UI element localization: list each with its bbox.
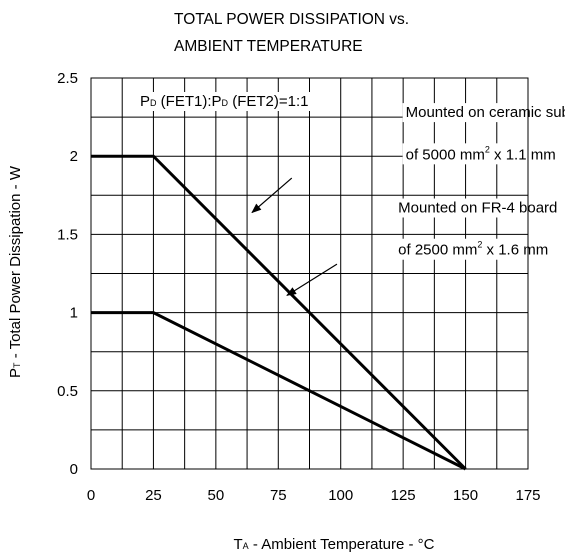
x-tick-label: 75 [270,487,287,504]
y-tick-label: 1 [70,305,78,322]
ratio-note-background [137,92,312,111]
y-tick-label: 1.5 [57,226,78,243]
ratio-note: PD (FET1):PD (FET2)=1:1 [140,93,308,110]
plot-frame [90,77,529,470]
x-tick-label: 125 [391,487,416,504]
series-line-1 [91,154,467,471]
annotations: Mounted on ceramic substrate of 5000 mm2 … [251,104,565,296]
x-tick-label: 100 [328,487,353,504]
annotation-1-arrow [251,177,293,214]
series-lines [91,154,467,471]
x-axis-label: TA - Ambient Temperature - °C [234,536,435,553]
y-tick-label: 0 [70,461,78,478]
x-tick-label: 25 [145,487,162,504]
chart-title-line-1: TOTAL POWER DISSIPATION vs. [174,11,409,28]
annotation-2-line-1: Mounted on FR-4 board [398,200,557,217]
y-tick-label: 0.5 [57,383,78,400]
grid [91,78,528,469]
x-axis-ticks: 0 25 50 75 100 125 150 175 [87,487,541,504]
annotation-1-line-1: Mounted on ceramic substrate [406,104,565,121]
series-line-2 [91,311,467,471]
y-tick-label: 2.5 [57,70,78,87]
y-axis-label: PT - Total Power Dissipation - W [7,165,24,378]
x-tick-label: 175 [515,487,540,504]
annotation-2-background-1 [395,198,561,218]
annotation-2-background-2 [395,238,552,260]
annotation-1-line-2: of 5000 mm2 x 1.1 mm [406,144,556,163]
x-tick-label: 0 [87,487,95,504]
annotation-1-background-1 [402,103,565,123]
y-tick-label: 2 [70,148,78,165]
annotation-backgrounds [137,92,565,260]
y-axis-ticks: 0 0.5 1 1.5 2 2.5 [57,70,78,478]
chart-title-line-2: AMBIENT TEMPERATURE [174,38,363,55]
annotation-1-background-2 [402,143,559,165]
x-tick-label: 150 [453,487,478,504]
x-tick-label: 50 [208,487,225,504]
annotation-2-arrow [286,263,338,296]
annotation-2-line-2: of 2500 mm2 x 1.6 mm [398,240,548,259]
